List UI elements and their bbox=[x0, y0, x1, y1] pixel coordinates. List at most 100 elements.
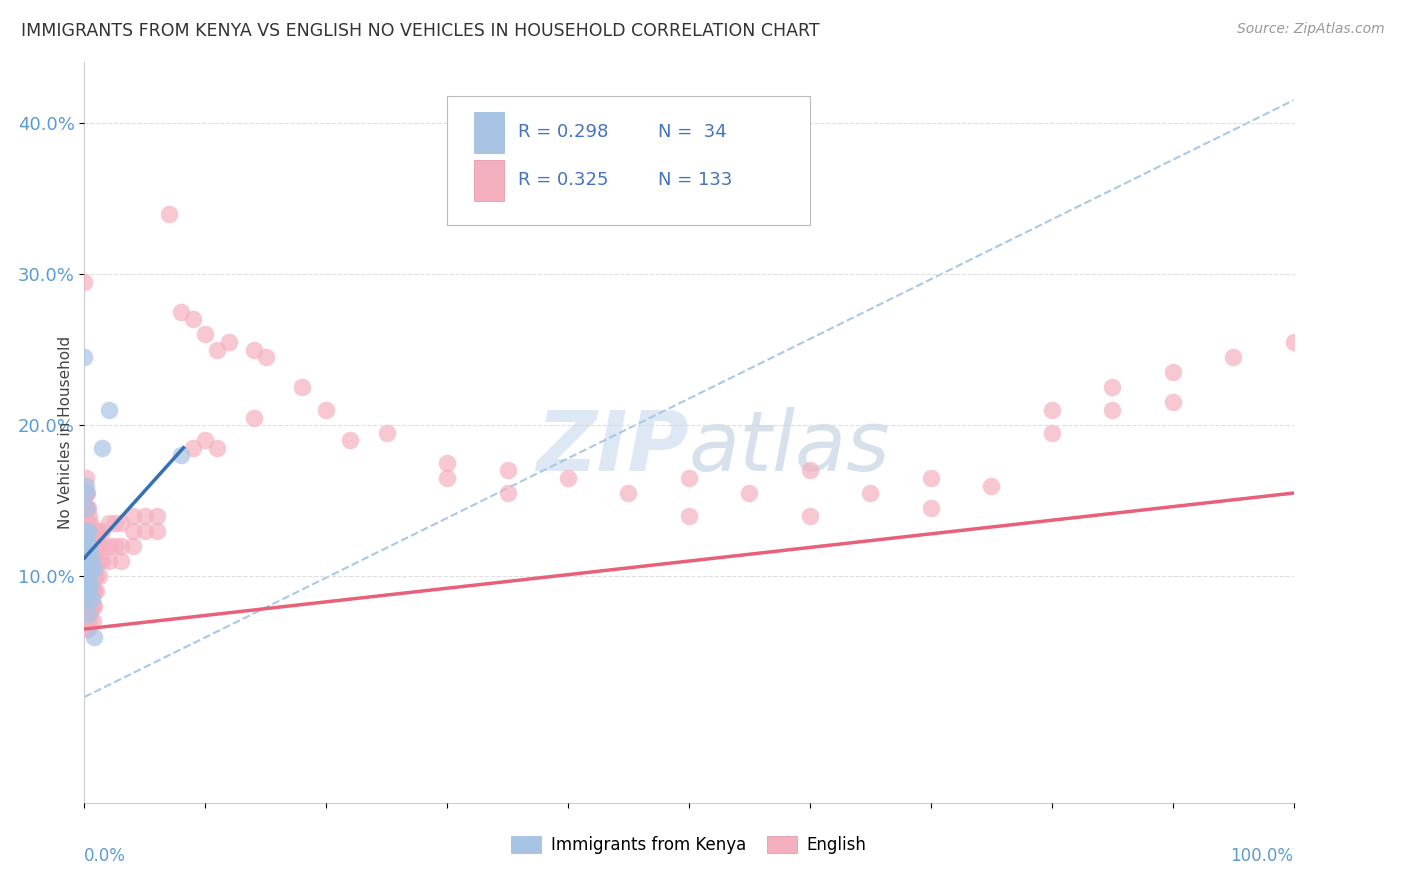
Text: ZIP: ZIP bbox=[536, 407, 689, 488]
Point bbox=[146, 524, 169, 538]
Point bbox=[84, 524, 107, 538]
Point bbox=[82, 584, 104, 599]
Point bbox=[83, 584, 105, 599]
Text: atlas: atlas bbox=[689, 407, 890, 488]
Point bbox=[76, 561, 98, 575]
Point bbox=[83, 561, 105, 575]
Point bbox=[87, 569, 110, 583]
Point bbox=[77, 539, 100, 553]
Point bbox=[496, 486, 519, 500]
Point bbox=[110, 554, 132, 568]
Point bbox=[77, 576, 100, 591]
Point bbox=[83, 539, 105, 553]
Point bbox=[75, 486, 97, 500]
Point bbox=[76, 569, 98, 583]
Point bbox=[738, 486, 761, 500]
Point bbox=[77, 547, 100, 561]
Point bbox=[77, 584, 100, 599]
Point bbox=[76, 539, 98, 553]
Point bbox=[77, 615, 100, 629]
Point bbox=[77, 539, 100, 553]
Point bbox=[80, 524, 103, 538]
Point bbox=[77, 539, 100, 553]
Text: 100.0%: 100.0% bbox=[1230, 847, 1294, 865]
Point bbox=[80, 539, 103, 553]
Point bbox=[83, 569, 105, 583]
Point bbox=[146, 508, 169, 523]
Point bbox=[76, 576, 98, 591]
Point bbox=[1040, 425, 1063, 440]
Point bbox=[83, 599, 105, 614]
Point bbox=[76, 501, 98, 516]
Point bbox=[79, 607, 101, 621]
Point bbox=[436, 456, 458, 470]
Point bbox=[1282, 334, 1305, 349]
Point bbox=[496, 463, 519, 477]
Text: R = 0.325: R = 0.325 bbox=[519, 171, 609, 189]
Point bbox=[80, 569, 103, 583]
Point bbox=[75, 501, 97, 516]
Point bbox=[77, 524, 100, 538]
Point bbox=[73, 275, 96, 289]
Point bbox=[121, 524, 143, 538]
Point bbox=[82, 539, 104, 553]
Point bbox=[77, 599, 100, 614]
Point bbox=[82, 554, 104, 568]
Point bbox=[76, 547, 98, 561]
FancyBboxPatch shape bbox=[447, 95, 810, 226]
Point bbox=[242, 410, 264, 425]
Point bbox=[76, 532, 98, 546]
Point bbox=[79, 576, 101, 591]
Point bbox=[77, 584, 100, 599]
Point bbox=[83, 554, 105, 568]
Point bbox=[1101, 403, 1123, 417]
Point bbox=[77, 554, 100, 568]
Point bbox=[87, 554, 110, 568]
Point bbox=[170, 304, 193, 318]
Point bbox=[1101, 380, 1123, 394]
Point bbox=[920, 471, 942, 485]
Point bbox=[77, 516, 100, 531]
Point bbox=[218, 334, 240, 349]
Point bbox=[79, 532, 101, 546]
Point bbox=[76, 547, 98, 561]
Point bbox=[86, 539, 108, 553]
Point bbox=[82, 599, 104, 614]
FancyBboxPatch shape bbox=[474, 112, 503, 153]
Point bbox=[436, 471, 458, 485]
Point bbox=[181, 441, 204, 455]
Point bbox=[77, 501, 100, 516]
Point bbox=[76, 532, 98, 546]
Point bbox=[678, 471, 700, 485]
Point bbox=[1222, 350, 1244, 364]
Point bbox=[76, 607, 98, 621]
Point bbox=[207, 343, 229, 357]
Point bbox=[121, 539, 143, 553]
Point bbox=[254, 350, 277, 364]
Point bbox=[75, 471, 97, 485]
Point bbox=[557, 471, 579, 485]
Point bbox=[110, 539, 132, 553]
Point bbox=[799, 508, 821, 523]
Point bbox=[79, 576, 101, 591]
Point bbox=[84, 569, 107, 583]
Point bbox=[110, 516, 132, 531]
Point bbox=[77, 547, 100, 561]
Point bbox=[121, 508, 143, 523]
Point bbox=[77, 554, 100, 568]
Point bbox=[80, 554, 103, 568]
Point bbox=[77, 508, 100, 523]
Point bbox=[134, 508, 156, 523]
Point bbox=[207, 441, 229, 455]
Point bbox=[86, 524, 108, 538]
Point bbox=[86, 554, 108, 568]
Point bbox=[157, 206, 180, 220]
Point bbox=[97, 516, 120, 531]
Point bbox=[91, 524, 114, 538]
Point bbox=[77, 524, 100, 538]
Point bbox=[86, 584, 108, 599]
Point bbox=[291, 380, 314, 394]
Point bbox=[194, 327, 217, 342]
Legend: Immigrants from Kenya, English: Immigrants from Kenya, English bbox=[505, 830, 873, 861]
Point bbox=[77, 607, 100, 621]
